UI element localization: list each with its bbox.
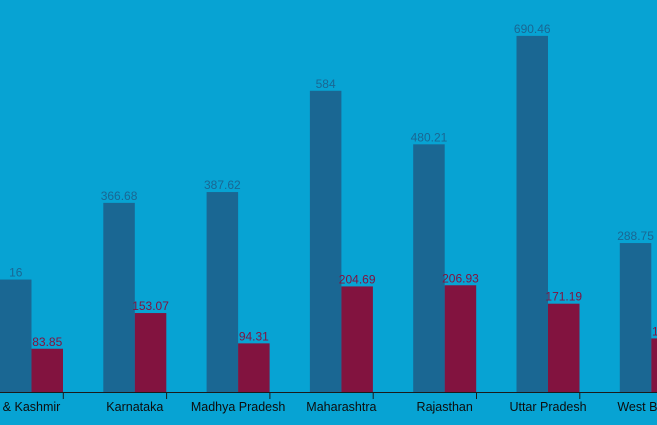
bar-series-2-1: [134, 313, 167, 392]
data-label-series-1-0: 16: [9, 266, 23, 280]
x-axis-labels-layer: & Kashmir Karnataka Madhya Pradesh Maharash…: [3, 400, 657, 414]
data-label-series-2-4: 206.93: [442, 271, 479, 285]
x-axis-ticks-layer: [62, 392, 581, 399]
x-tick-label-1: Karnataka: [106, 400, 163, 414]
bar-series-2-5: [548, 303, 580, 392]
data-label-series-2-0: 83.85: [32, 335, 62, 349]
data-label-series-1-4: 480.21: [411, 130, 448, 144]
data-label-series-2-1: 153.07: [132, 299, 169, 313]
bar-series-1-1: [103, 202, 135, 392]
x-tick-label-5: Uttar Pradesh: [509, 400, 586, 414]
data-label-series-1-5: 690.46: [514, 22, 551, 36]
x-tick-label-2: Madhya Pradesh: [191, 400, 286, 414]
bar-series-1-3: [309, 90, 342, 392]
bar-series-2-0: [31, 348, 63, 392]
x-tick-label-3: Maharashtra: [306, 400, 376, 414]
bar-series-2-2: [238, 343, 270, 392]
x-tick-label-0: & Kashmir: [3, 400, 61, 414]
bar-series-1-2: [206, 192, 239, 392]
bar-series-1-5: [516, 35, 548, 393]
bars-layer: [0, 35, 657, 393]
value-labels-layer: 16 366.68 387.62 584 480.21 690.46 288.75 83.85…: [9, 22, 657, 349]
data-label-series-2-6: 103.9: [652, 324, 657, 338]
bar-series-2-4: [444, 285, 477, 392]
data-label-series-1-1: 366.68: [101, 189, 138, 203]
x-tick-label-4: Rajasthan: [417, 400, 473, 414]
bar-series-1-4: [413, 144, 445, 392]
bar-series-1-0: [0, 279, 32, 392]
data-label-series-1-6: 288.75: [617, 229, 654, 243]
data-label-series-1-2: 387.62: [204, 178, 241, 192]
x-tick-label-6: West Benga: [617, 400, 657, 414]
bar-series-2-6: [651, 338, 657, 392]
data-label-series-1-3: 584: [316, 77, 336, 91]
bar-series-2-3: [341, 286, 373, 392]
data-label-series-2-2: 94.31: [239, 329, 269, 343]
bar-series-1-6: [619, 243, 652, 392]
data-label-series-2-3: 204.69: [339, 272, 376, 286]
data-label-series-2-5: 171.19: [545, 290, 582, 304]
